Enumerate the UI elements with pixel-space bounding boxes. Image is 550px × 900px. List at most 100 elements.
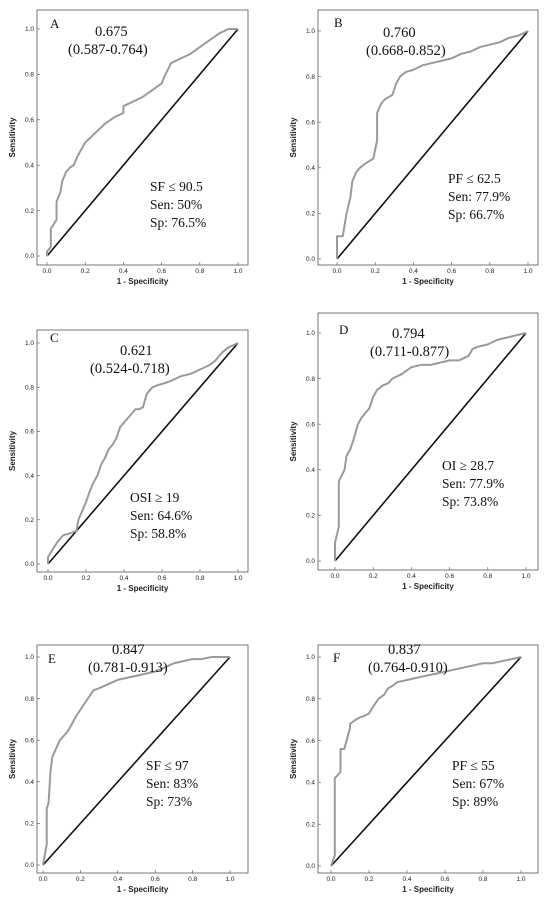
y-tick-label: 0.8 <box>306 696 315 703</box>
y-axis-title: Sensitivity <box>289 738 298 779</box>
y-tick-label: 0.2 <box>25 517 34 524</box>
x-tick-label: 0.0 <box>326 876 335 883</box>
x-tick-label: 0.2 <box>81 575 90 582</box>
y-tick-label: 0.8 <box>25 384 34 391</box>
auc-confidence-interval: (0.781-0.913) <box>88 660 168 676</box>
roc-curve <box>47 342 239 564</box>
auc-value: 0.760 <box>383 25 416 41</box>
y-tick-label: 1.0 <box>25 340 34 347</box>
x-tick-label: 0.0 <box>330 573 339 580</box>
roc-panel-e: 0.0 0.2 0.4 0.6 0.8 1.0 0.0 0.2 0.4 0.6 0.8 1.0 1 - … <box>8 642 249 894</box>
x-axis-title: 1 - Specificity <box>402 582 454 591</box>
auc-value: 0.847 <box>112 642 145 658</box>
y-axis-title: Sensitivity <box>8 738 17 779</box>
x-tick-label: 0.8 <box>195 575 204 582</box>
reference-line <box>336 30 529 260</box>
panel-letter: F <box>333 650 340 665</box>
y-tick-label: 0.2 <box>306 513 315 520</box>
plot-frame <box>317 312 539 571</box>
y-tick-label: 0.0 <box>306 863 315 870</box>
reference-line <box>334 332 527 562</box>
y-tick-label: 0.6 <box>306 119 315 126</box>
auc-value: 0.675 <box>95 24 128 40</box>
auc-confidence-interval: (0.711-0.877) <box>370 344 449 360</box>
panel-letter: D <box>339 322 348 337</box>
x-axis-title: 1 - Specificity <box>402 277 454 286</box>
reference-line <box>42 656 231 866</box>
panel-letter: E <box>48 651 56 666</box>
roc-panel-a: 0.0 0.2 0.4 0.6 0.8 1.0 0.0 0.2 0.4 0.6 0.8 1.0 1 - … <box>8 9 249 286</box>
auc-value: 0.837 <box>388 642 421 658</box>
specificity-label: Sp: 76.5% <box>150 215 206 230</box>
auc-confidence-interval: (0.764-0.910) <box>368 660 448 676</box>
plot-frame <box>317 9 539 266</box>
panel-letter: B <box>334 15 343 30</box>
y-axis-title: Sensitivity <box>289 117 298 158</box>
sensitivity-label: Sen: 83% <box>146 776 198 791</box>
panel-letter: A <box>50 16 60 31</box>
x-tick-label: 0.2 <box>81 268 90 275</box>
plot-frame <box>317 644 539 874</box>
x-tick-label: 0.4 <box>402 876 411 883</box>
x-tick-label: 0.2 <box>371 268 380 275</box>
roc-curve <box>330 656 522 867</box>
y-tick-label: 0.4 <box>25 473 34 480</box>
specificity-label: Sp: 73% <box>146 794 192 809</box>
x-tick-label: 0.4 <box>113 876 122 883</box>
cutoff-label: SF ≤ 90.5 <box>150 179 203 194</box>
y-tick-label: 0.4 <box>306 780 315 787</box>
y-tick-label: 0.2 <box>306 211 315 218</box>
x-tick-label: 0.8 <box>483 573 492 580</box>
x-tick-label: 1.0 <box>233 575 242 582</box>
y-tick-label: 0.2 <box>25 821 34 828</box>
y-tick-label: 0.6 <box>306 421 315 428</box>
x-tick-label: 0.6 <box>157 268 166 275</box>
x-tick-label: 1.0 <box>516 876 525 883</box>
y-tick-label: 0.8 <box>25 72 34 79</box>
sensitivity-label: Sen: 67% <box>452 776 504 791</box>
roc-curve <box>336 30 529 259</box>
x-axis-title: 1 - Specificity <box>117 584 169 593</box>
x-tick-label: 0.2 <box>76 876 85 883</box>
y-tick-label: 0.4 <box>25 162 34 169</box>
y-tick-label: 0.0 <box>25 862 34 869</box>
x-tick-label: 1.0 <box>233 268 242 275</box>
sensitivity-label: Sen: 77.9% <box>442 476 504 491</box>
x-tick-label: 0.2 <box>364 876 373 883</box>
plot-frame <box>36 9 249 266</box>
x-tick-label: 0.6 <box>151 876 160 883</box>
cutoff-label: OSI ≥ 19 <box>130 490 180 505</box>
roc-panel-f: 0.0 0.2 0.4 0.6 0.8 1.0 0.0 0.2 0.4 0.6 0.8 1.0 1 - … <box>289 642 539 894</box>
y-tick-label: 0.2 <box>306 821 315 828</box>
x-tick-label: 0.6 <box>445 573 454 580</box>
y-tick-label: 0.4 <box>306 467 315 474</box>
auc-confidence-interval: (0.587-0.764) <box>68 42 148 58</box>
auc-value: 0.794 <box>392 326 425 342</box>
x-tick-label: 1.0 <box>225 876 234 883</box>
y-tick-label: 0.8 <box>306 74 315 81</box>
x-tick-label: 0.6 <box>440 876 449 883</box>
y-tick-label: 0.0 <box>306 256 315 263</box>
auc-confidence-interval: (0.524-0.718) <box>90 361 170 377</box>
sensitivity-label: Sen: 50% <box>150 197 202 212</box>
roc-panel-d: 0.0 0.2 0.4 0.6 0.8 1.0 0.0 0.2 0.4 0.6 0.8 1.0 1 - … <box>289 312 539 591</box>
x-tick-label: 1.0 <box>523 268 532 275</box>
y-tick-label: 0.0 <box>306 558 315 565</box>
sensitivity-label: Sen: 64.6% <box>130 508 192 523</box>
specificity-label: Sp: 58.8% <box>130 526 186 541</box>
specificity-label: Sp: 89% <box>452 794 498 809</box>
x-tick-label: 0.2 <box>369 573 378 580</box>
x-tick-label: 0.6 <box>447 268 456 275</box>
sensitivity-label: Sen: 77.9% <box>448 189 510 204</box>
y-axis-title: Sensitivity <box>8 117 17 158</box>
roc-curve <box>42 656 230 866</box>
specificity-label: Sp: 73.8% <box>442 494 498 509</box>
y-tick-label: 0.6 <box>306 738 315 745</box>
x-tick-label: 0.0 <box>43 575 52 582</box>
auc-confidence-interval: (0.668-0.852) <box>366 43 446 59</box>
x-tick-label: 0.8 <box>485 268 494 275</box>
x-tick-label: 1.0 <box>521 573 530 580</box>
y-tick-label: 0.2 <box>25 208 34 215</box>
x-tick-label: 0.4 <box>119 268 128 275</box>
